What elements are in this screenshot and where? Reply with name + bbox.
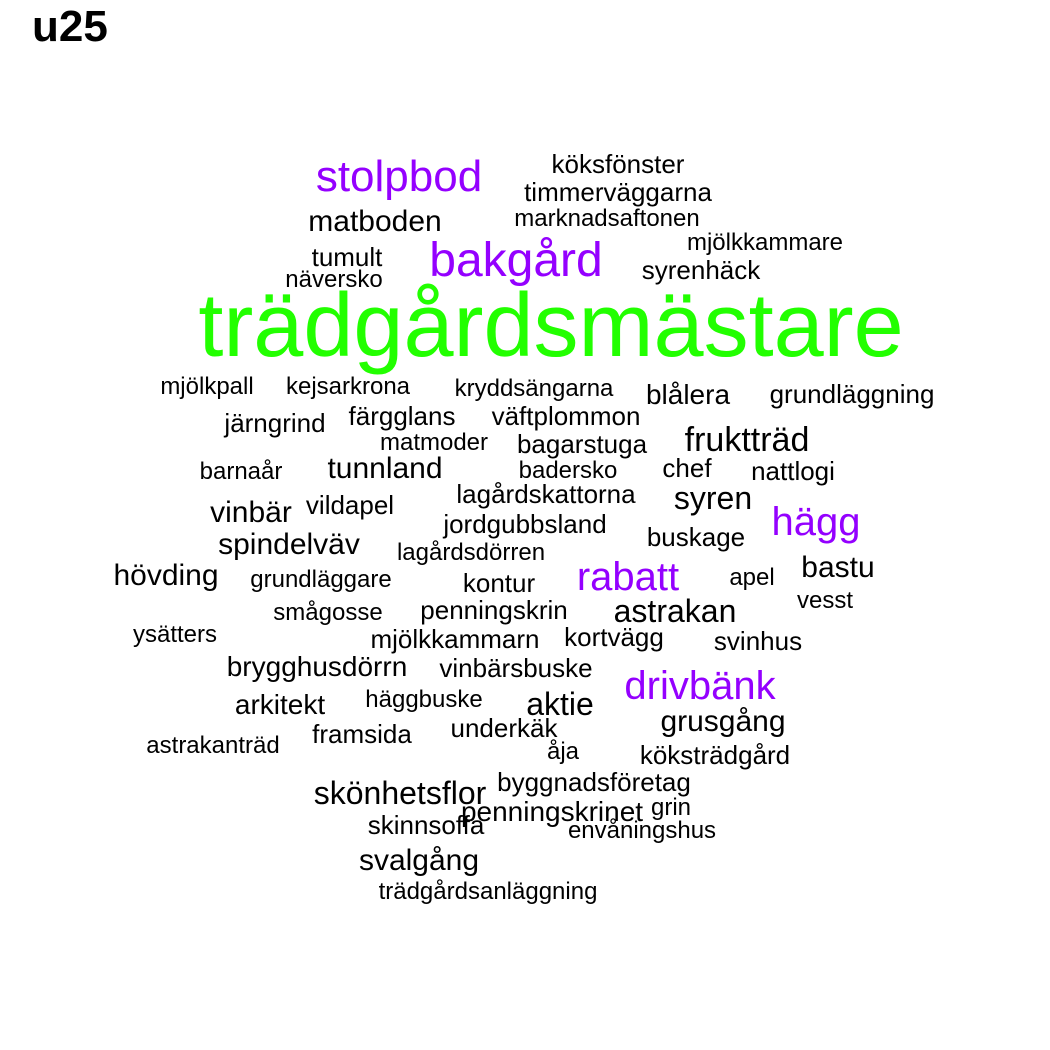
word-badersko: badersko: [518, 457, 618, 484]
word-framsida: framsida: [312, 719, 412, 749]
word-hovding: hövding: [113, 559, 219, 592]
word-kokstradgard: köksträdgård: [639, 740, 791, 770]
word-jarngrind: järngrind: [224, 408, 326, 438]
word-vildapel: vildapel: [305, 490, 395, 520]
word-skonhetsflor: skönhetsflor: [313, 775, 487, 811]
word-naversko: näversko: [285, 266, 383, 293]
word-penningskrin: penningskrin: [420, 595, 568, 625]
word-mjolkkammarn: mjölkkammarn: [370, 624, 540, 654]
word-aja: åja: [546, 738, 580, 765]
word-apel: apel: [729, 564, 775, 591]
word-smagosse: smågosse: [273, 599, 383, 626]
word-envaningshus: envåningshus: [567, 817, 717, 844]
word-ysatters: ysätters: [132, 621, 218, 648]
word-penningskrinet: penningskrinet: [460, 796, 644, 827]
word-vesst: vesst: [796, 587, 854, 614]
word-vinbarsbuske: vinbärsbuske: [439, 653, 593, 683]
word-tradgardsmastare: trädgårdsmästare: [198, 276, 904, 376]
word-kejsarkrona: kejsarkrona: [285, 373, 411, 400]
word-hagg: hägg: [771, 500, 861, 544]
word-arkitekt: arkitekt: [234, 689, 326, 720]
word-drivbank: drivbänk: [624, 664, 776, 708]
word-syren: syren: [673, 480, 753, 516]
word-grusgang: grusgång: [660, 705, 786, 738]
word-buskage: buskage: [646, 522, 746, 552]
word-bakgard: bakgård: [429, 234, 603, 287]
word-koksfonster: köksfönster: [551, 149, 685, 179]
word-frukttrad: fruktträd: [684, 421, 810, 459]
word-rabatt: rabatt: [576, 555, 680, 599]
word-mjolkpall: mjölkpall: [160, 373, 254, 400]
word-underkak: underkäk: [450, 713, 558, 743]
word-kortvagg: kortvägg: [564, 622, 664, 652]
word-marknadsaftonen: marknadsaftonen: [514, 205, 700, 232]
word-kryddsangarna: kryddsängarna: [454, 375, 614, 402]
word-fargglans: färgglans: [348, 401, 456, 431]
word-nattlogi: nattlogi: [751, 456, 835, 486]
word-grundlaggning: grundläggning: [769, 379, 935, 409]
word-skinnsoffa: skinnsoffa: [367, 810, 485, 840]
word-matboden: matboden: [308, 205, 442, 238]
word-lagardskattorna: lagårdskattorna: [456, 479, 636, 509]
word-grin: grin: [650, 794, 692, 821]
word-stolpbod: stolpbod: [315, 152, 483, 201]
word-timmervaggarna: timmerväggarna: [524, 177, 712, 207]
word-svinhus: svinhus: [713, 626, 803, 656]
word-blalera: blålera: [645, 379, 731, 410]
word-chef: chef: [662, 453, 712, 483]
word-vinbar: vinbär: [210, 496, 292, 529]
word-jordgubbsland: jordgubbsland: [443, 509, 607, 539]
word-grundlaggare: grundläggare: [250, 566, 392, 593]
word-tunnland: tunnland: [327, 452, 443, 485]
panel-label: u25: [32, 2, 108, 51]
word-barnaar: barnaår: [199, 458, 283, 485]
word-syrenhack: syrenhäck: [641, 255, 761, 285]
word-lagardsdorren: lagårdsdörren: [396, 539, 546, 566]
word-bastu: bastu: [801, 551, 875, 584]
word-brygghusdorrn: brygghusdörrn: [226, 651, 408, 682]
word-bagarstuga: bagarstuga: [516, 429, 648, 459]
word-mjolkkammare: mjölkkammare: [686, 229, 844, 256]
word-svalgang: svalgång: [358, 844, 480, 877]
word-haggbuske: häggbuske: [365, 686, 483, 713]
word-byggnadsforetag: byggnadsföretag: [497, 767, 691, 797]
word-tumult: tumult: [311, 242, 383, 272]
word-kontur: kontur: [462, 568, 536, 598]
word-astrakan: astrakan: [613, 593, 737, 629]
word-astrakantrad: astrakanträd: [146, 732, 280, 759]
word-aktie: aktie: [526, 686, 594, 722]
word-tradgardsanlaggning: trädgårdsanläggning: [378, 878, 598, 905]
word-vaftplommon: väftplommon: [491, 401, 641, 431]
word-spindelvav: spindelväv: [218, 528, 360, 561]
word-matmoder: matmoder: [379, 429, 489, 456]
